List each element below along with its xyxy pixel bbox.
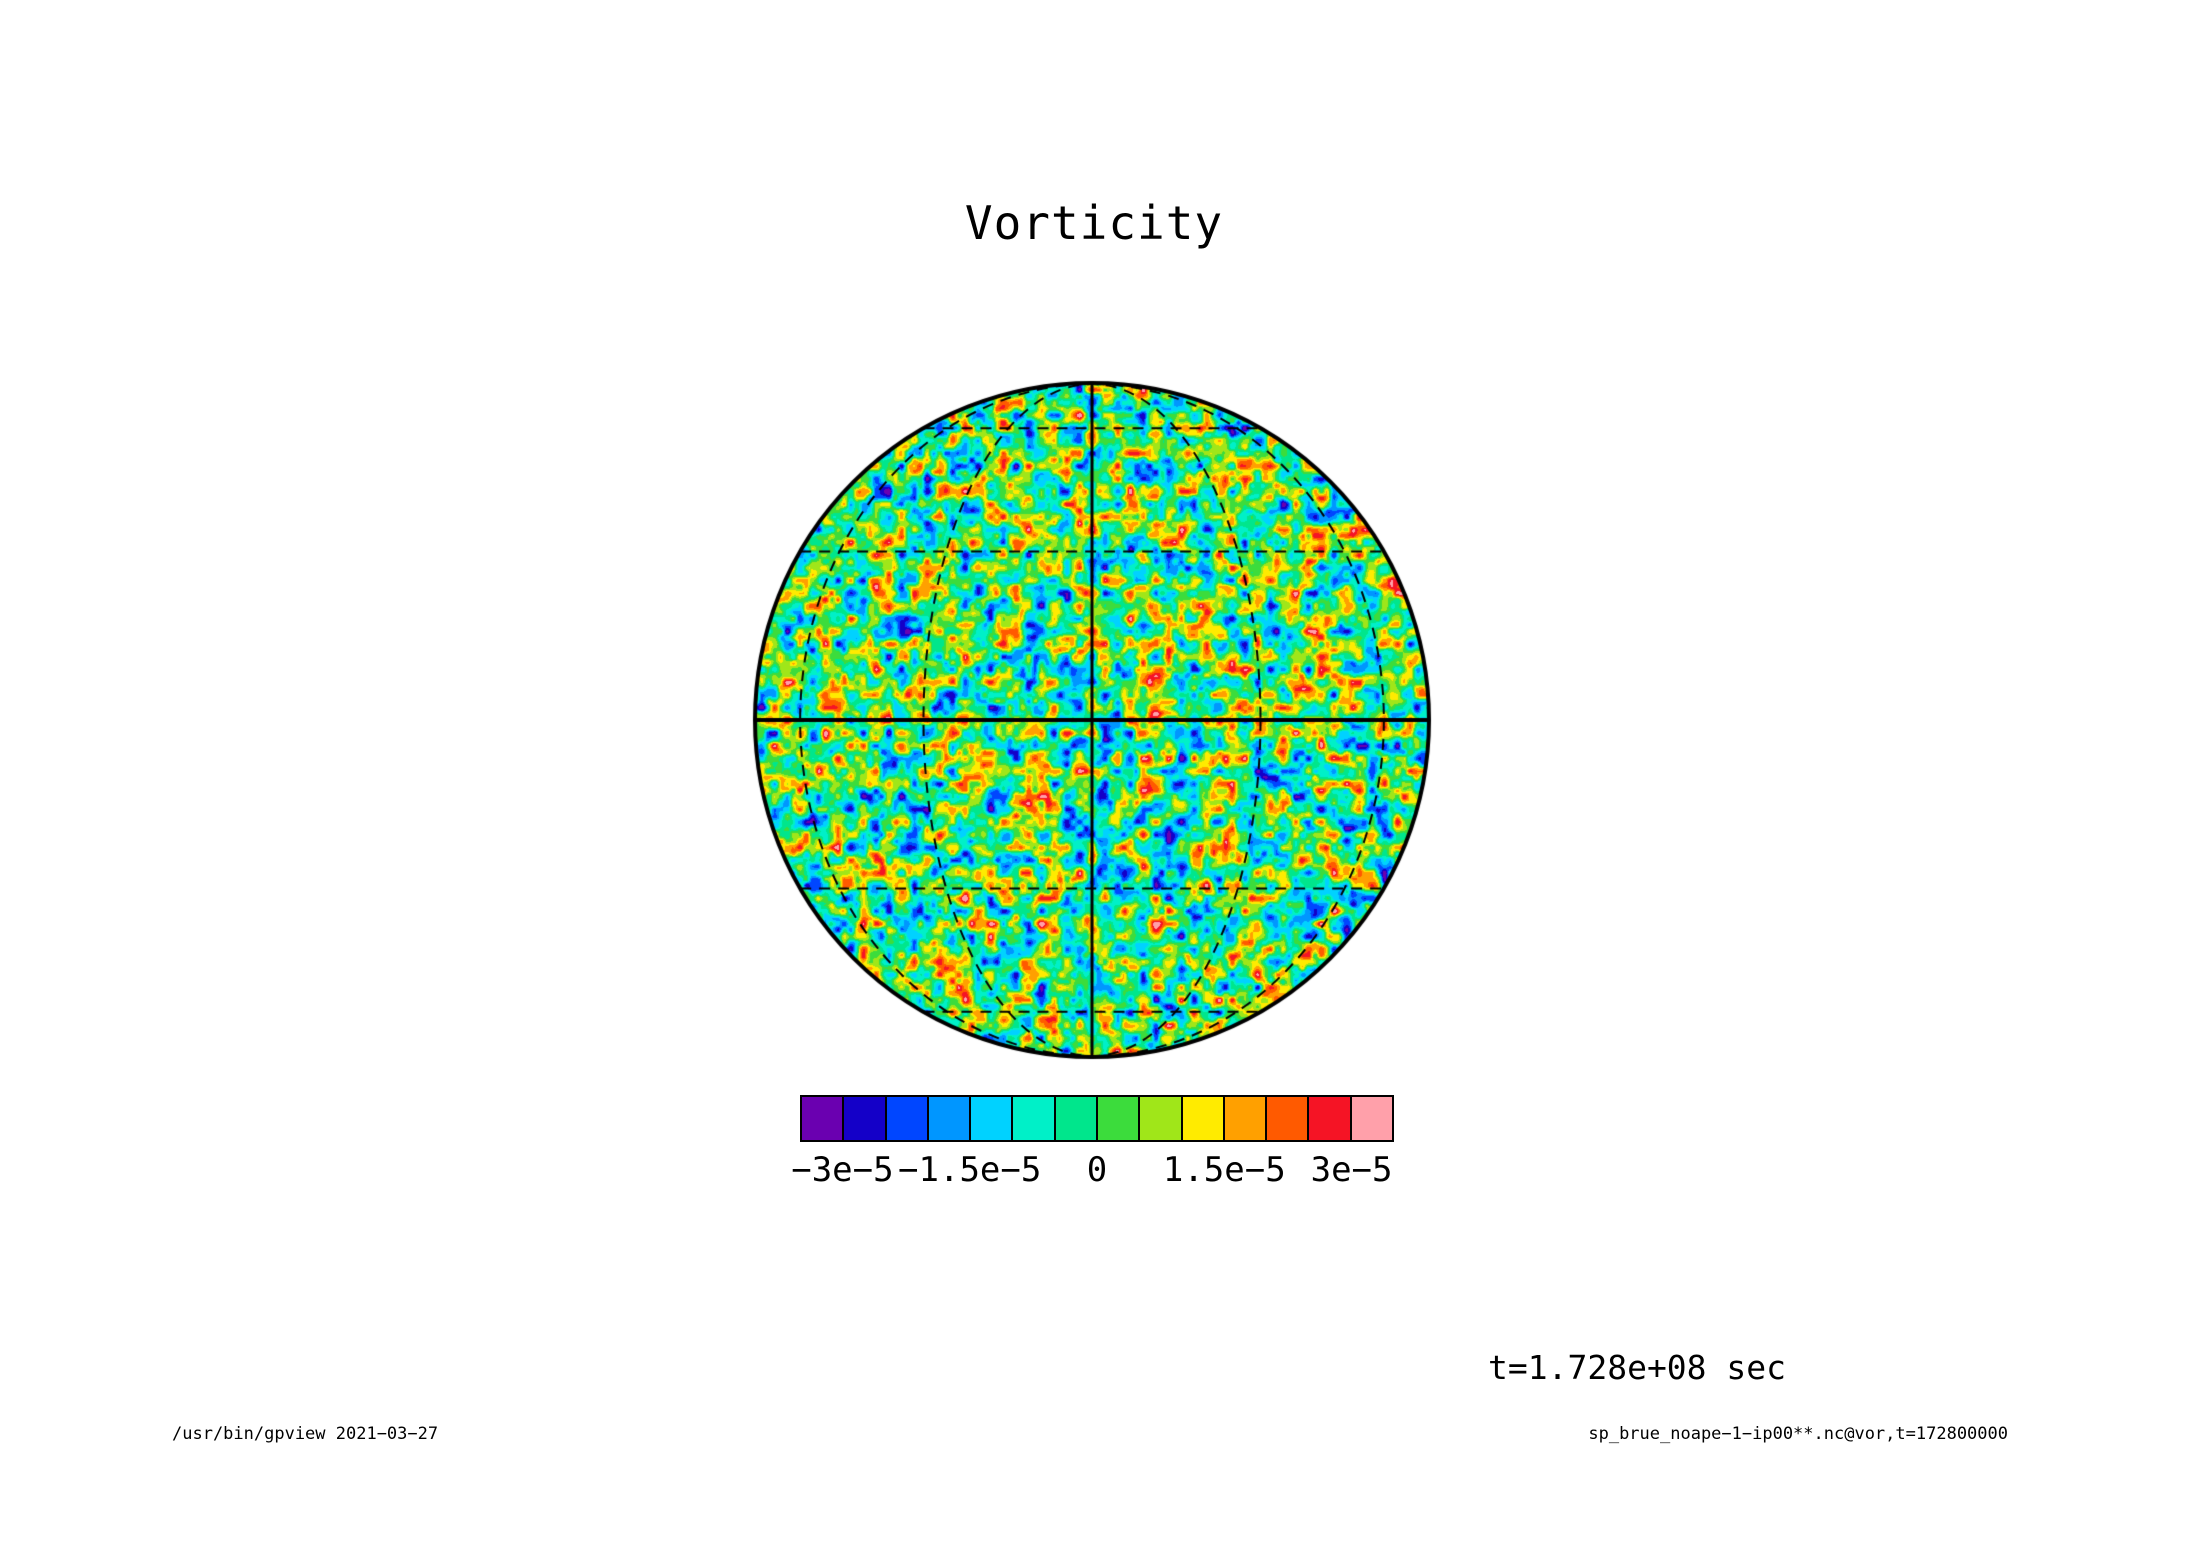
colorbar-cell	[1053, 1095, 1098, 1142]
colorbar-tick-label: −1.5e−5	[898, 1150, 1042, 1190]
colorbar-cell	[1180, 1095, 1225, 1142]
colorbar-cell	[800, 1095, 845, 1142]
vorticity-sphere-canvas	[736, 364, 1448, 1076]
colorbar-cell	[1222, 1095, 1268, 1142]
colorbar-cell	[1138, 1095, 1183, 1142]
colorbar	[800, 1095, 1394, 1142]
colorbar-cell	[1265, 1095, 1310, 1142]
colorbar-cell	[1349, 1095, 1394, 1142]
chart-title: Vorticity	[964, 196, 1224, 250]
colorbar-cell	[1095, 1095, 1141, 1142]
colorbar-tick-label: 0	[1086, 1150, 1108, 1190]
command-footer: /usr/bin/gpview 2021−03−27	[172, 1424, 439, 1444]
colorbar-tick-label: −3e−5	[791, 1150, 894, 1190]
colorbar-cell	[1307, 1095, 1352, 1142]
colorbar-tick-label: 1.5e−5	[1162, 1150, 1286, 1190]
colorbar-tick-label: 3e−5	[1310, 1150, 1393, 1190]
colorbar-cell	[842, 1095, 887, 1142]
colorbar-cell	[926, 1095, 972, 1142]
colorbar-tick-labels: −3e−5 −1.5e−5 0 1.5e−5 3e−5	[791, 1150, 1394, 1194]
colorbar-cell	[884, 1095, 929, 1142]
colorbar-cell	[1011, 1095, 1056, 1142]
dataset-footer: sp_brue_noape−1−ip00**.nc@vor,t=17280000…	[1588, 1424, 2008, 1444]
time-annotation: t=1.728e+08 sec	[1488, 1348, 1787, 1387]
colorbar-cell	[969, 1095, 1014, 1142]
